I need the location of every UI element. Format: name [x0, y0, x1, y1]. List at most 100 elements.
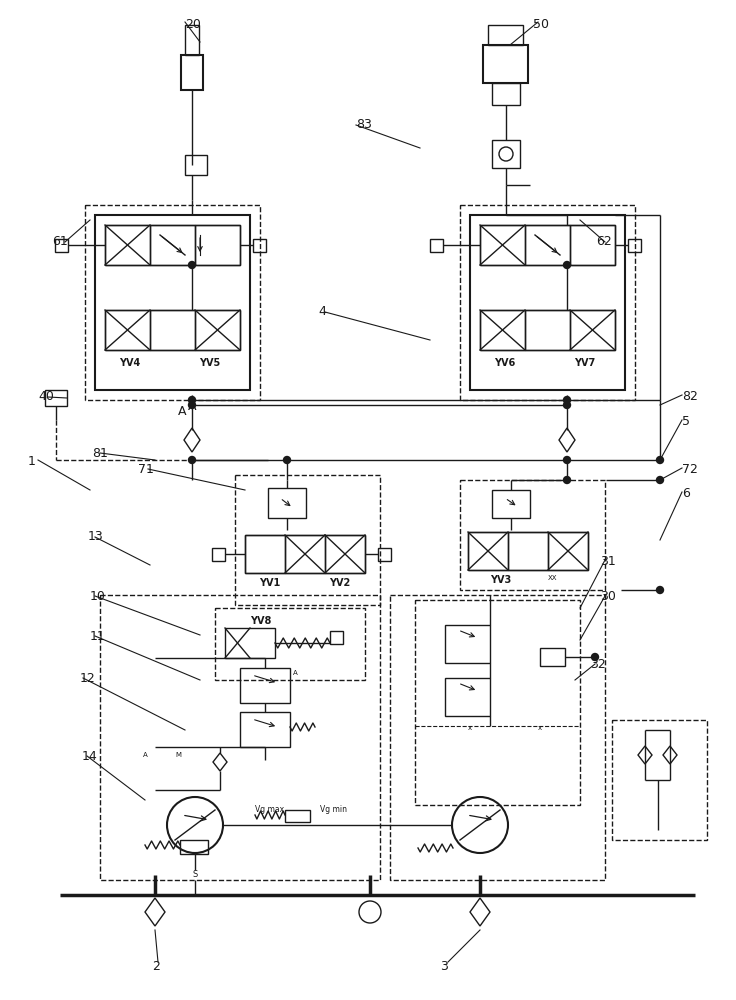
Bar: [105, 310, 150, 350]
Bar: [180, 840, 208, 854]
Bar: [460, 480, 605, 590]
Bar: [492, 83, 520, 105]
Bar: [185, 155, 207, 175]
Text: A: A: [188, 400, 197, 413]
Text: S: S: [192, 870, 198, 879]
Circle shape: [657, 477, 663, 484]
Bar: [378, 548, 391, 561]
Bar: [525, 225, 570, 265]
Bar: [85, 205, 260, 400]
Text: YV1: YV1: [259, 578, 280, 588]
Text: 40: 40: [38, 390, 54, 403]
Bar: [480, 225, 525, 265]
Bar: [480, 310, 525, 350]
Bar: [55, 239, 68, 252]
Circle shape: [188, 396, 196, 403]
Text: A: A: [178, 405, 186, 418]
Text: M: M: [175, 752, 181, 758]
Text: 13: 13: [88, 530, 104, 543]
Circle shape: [188, 401, 196, 408]
Bar: [245, 535, 365, 573]
Circle shape: [188, 456, 196, 464]
Bar: [105, 310, 240, 350]
Text: YV8: YV8: [250, 616, 272, 626]
Text: 5: 5: [682, 415, 690, 428]
Bar: [105, 225, 150, 265]
Text: 61: 61: [52, 235, 68, 248]
Bar: [285, 810, 310, 822]
Text: 81: 81: [92, 447, 108, 460]
Text: 82: 82: [682, 390, 698, 403]
Bar: [240, 712, 290, 747]
Circle shape: [564, 456, 570, 464]
Bar: [325, 535, 365, 573]
Bar: [570, 225, 615, 265]
Circle shape: [657, 456, 663, 464]
Text: YV7: YV7: [574, 358, 595, 368]
Bar: [415, 600, 580, 805]
Text: 71: 71: [138, 463, 154, 476]
Text: YV5: YV5: [199, 358, 221, 368]
Bar: [430, 239, 443, 252]
Bar: [470, 215, 625, 390]
Circle shape: [564, 396, 570, 403]
Bar: [240, 668, 290, 703]
Text: 30: 30: [600, 590, 616, 603]
Text: A: A: [293, 670, 298, 676]
Bar: [548, 532, 588, 570]
Bar: [253, 239, 266, 252]
Text: 50: 50: [533, 18, 549, 31]
Bar: [480, 310, 615, 350]
Bar: [150, 225, 195, 265]
Bar: [45, 390, 67, 406]
Bar: [483, 45, 528, 83]
Text: 1: 1: [28, 455, 36, 468]
Text: 31: 31: [600, 555, 616, 568]
Bar: [235, 475, 380, 605]
Bar: [100, 595, 380, 880]
Text: 10: 10: [90, 590, 106, 603]
Bar: [212, 548, 225, 561]
Text: 11: 11: [90, 630, 106, 643]
Text: Vg min: Vg min: [320, 805, 347, 814]
Bar: [628, 239, 641, 252]
Bar: [215, 608, 365, 680]
Text: 12: 12: [80, 672, 96, 685]
Bar: [468, 532, 508, 570]
Text: 2: 2: [152, 960, 160, 973]
Bar: [150, 310, 195, 350]
Bar: [508, 532, 548, 570]
Bar: [390, 595, 605, 880]
Bar: [460, 205, 635, 400]
Text: 72: 72: [682, 463, 698, 476]
Circle shape: [188, 261, 196, 268]
Bar: [488, 25, 523, 45]
Circle shape: [283, 456, 291, 464]
Text: x: x: [468, 725, 472, 731]
Text: Vg max: Vg max: [255, 805, 284, 814]
Circle shape: [592, 654, 598, 660]
Bar: [245, 535, 285, 573]
Bar: [445, 625, 490, 663]
Text: 83: 83: [356, 118, 372, 131]
Bar: [225, 628, 275, 658]
Text: 14: 14: [82, 750, 98, 763]
Text: 32: 32: [590, 658, 606, 671]
Text: x: x: [538, 725, 542, 731]
Bar: [105, 225, 240, 265]
Bar: [570, 310, 615, 350]
Text: 6: 6: [682, 487, 690, 500]
Bar: [330, 631, 343, 644]
Bar: [268, 488, 306, 518]
Text: YV2: YV2: [330, 578, 350, 588]
Bar: [185, 25, 199, 55]
Bar: [445, 678, 490, 716]
Text: YV6: YV6: [495, 358, 516, 368]
Circle shape: [657, 586, 663, 593]
Text: 62: 62: [596, 235, 612, 248]
Bar: [468, 532, 588, 570]
Bar: [181, 55, 203, 90]
Bar: [195, 225, 240, 265]
Text: 20: 20: [185, 18, 201, 31]
Text: XX: XX: [548, 575, 557, 581]
